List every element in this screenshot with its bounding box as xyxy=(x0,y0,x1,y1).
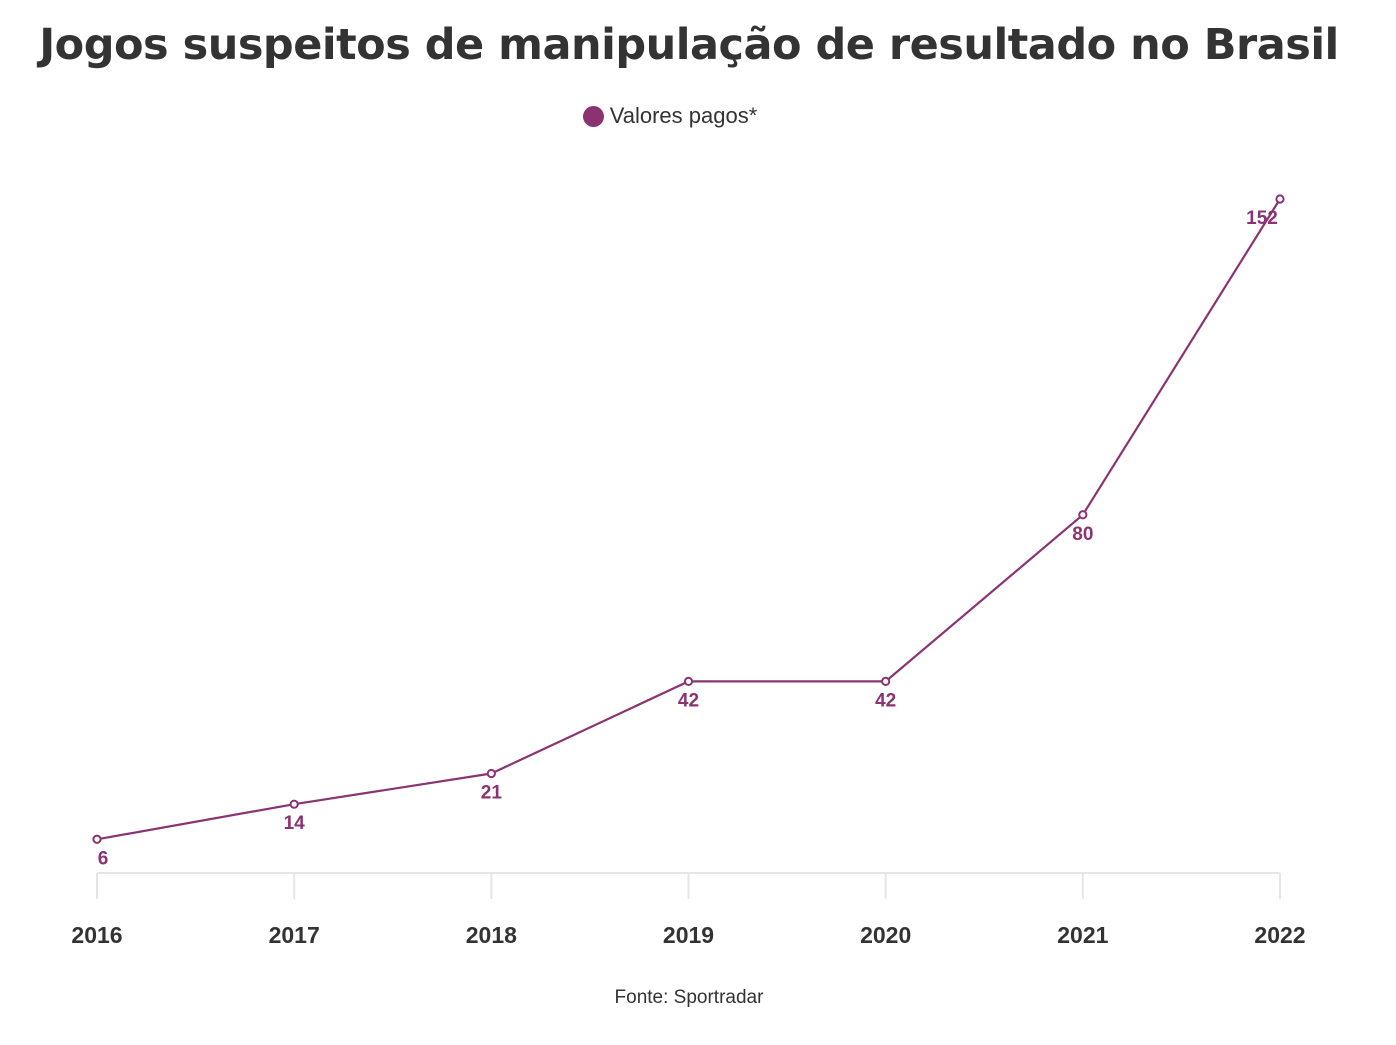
data-point[interactable] xyxy=(1275,194,1285,204)
x-tick-label: 2017 xyxy=(269,922,320,948)
data-label: 14 xyxy=(284,813,306,834)
source-note: Fonte: Sportradar xyxy=(614,987,764,1008)
legend-label: Valores pagos* xyxy=(609,103,758,128)
legend-swatch xyxy=(582,105,604,127)
data-point[interactable] xyxy=(92,834,102,844)
data-label: 42 xyxy=(875,690,896,711)
data-point[interactable] xyxy=(486,768,496,779)
data-label: 6 xyxy=(98,848,109,869)
data-point[interactable] xyxy=(289,799,299,809)
x-axis: 2016 2017 2018 2019 2020 2021 2022 xyxy=(71,872,1306,948)
data-labels: 6 14 21 42 42 80 152 xyxy=(98,208,1278,869)
data-label: 152 xyxy=(1246,208,1278,229)
data-point[interactable] xyxy=(683,676,694,687)
x-tick-label: 2022 xyxy=(1254,922,1305,948)
chart-title: Jogos suspeitos de manipulação de result… xyxy=(39,20,1339,70)
legend[interactable]: Valores pagos* xyxy=(0,103,1340,129)
x-tick-label: 2021 xyxy=(1057,922,1108,948)
x-tick-label: 2019 xyxy=(663,922,714,948)
data-label: 42 xyxy=(678,690,699,711)
series-line xyxy=(96,198,1281,841)
x-tick-label: 2016 xyxy=(71,922,122,948)
x-tick-label: 2018 xyxy=(466,922,517,948)
data-label: 80 xyxy=(1072,524,1093,545)
data-point[interactable] xyxy=(881,676,891,687)
data-point[interactable] xyxy=(1078,510,1088,520)
x-tick-label: 2020 xyxy=(860,922,911,948)
data-label: 21 xyxy=(481,783,503,804)
series-valores-pagos xyxy=(92,194,1285,844)
